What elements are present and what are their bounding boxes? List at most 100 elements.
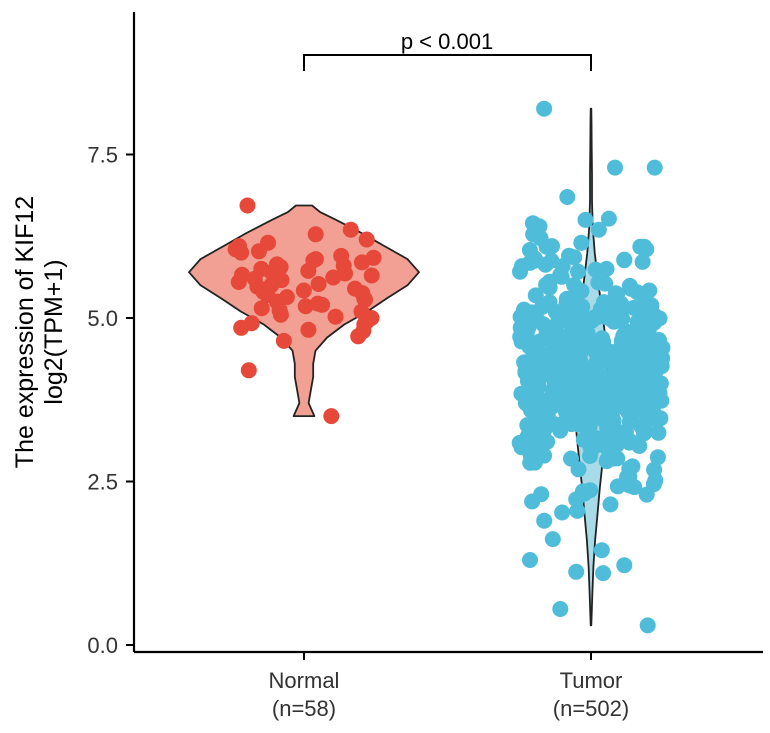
data-point-normal (297, 298, 314, 315)
data-point-tumor (629, 324, 646, 341)
data-point-tumor (548, 416, 565, 433)
data-point-tumor (577, 211, 594, 228)
data-point-tumor (616, 252, 633, 269)
data-point-tumor (527, 287, 544, 304)
data-point-tumor (532, 333, 548, 350)
y-ticks: 0.0 2.5 5.0 7.5 (87, 143, 134, 658)
data-point-tumor (608, 436, 625, 453)
data-point-tumor (538, 276, 555, 293)
data-point-tumor (609, 478, 626, 495)
data-point-tumor (598, 453, 615, 470)
data-point-normal (310, 276, 327, 292)
data-point-normal (342, 221, 359, 238)
data-point-normal (271, 302, 288, 319)
data-point-tumor (625, 299, 642, 316)
data-point-tumor (563, 450, 579, 467)
data-point-normal (307, 226, 324, 243)
data-point-tumor (544, 531, 561, 548)
data-point-tumor (558, 404, 575, 421)
data-point-tumor (536, 100, 553, 117)
data-point-tumor (538, 238, 555, 255)
data-point-tumor (513, 333, 530, 350)
data-point-tumor (616, 357, 633, 374)
data-point-tumor (553, 268, 570, 285)
data-point-tumor (646, 364, 663, 381)
data-point-tumor (631, 438, 648, 454)
data-point-tumor (651, 385, 668, 402)
data-point-tumor (611, 295, 628, 312)
data-point-tumor (582, 482, 599, 499)
data-point-normal (234, 266, 250, 283)
data-point-tumor (569, 305, 586, 322)
y-tick-label: 2.5 (87, 470, 118, 495)
y-tick-label: 5.0 (87, 306, 118, 331)
y-tick-label: 0.0 (87, 633, 118, 658)
data-point-tumor (590, 350, 606, 367)
data-point-tumor (598, 260, 615, 277)
data-point-tumor (592, 300, 609, 317)
data-point-tumor (595, 565, 612, 582)
data-point-normal (350, 328, 367, 345)
data-point-tumor (620, 404, 637, 421)
data-point-tumor (649, 449, 666, 466)
data-point-tumor (637, 296, 654, 313)
data-point-tumor (637, 416, 653, 433)
data-point-tumor (607, 159, 623, 176)
data-point-tumor (561, 247, 577, 264)
data-point-normal (327, 308, 344, 325)
data-point-tumor (616, 557, 633, 574)
data-point-tumor (621, 460, 638, 477)
data-point-normal (269, 256, 285, 273)
data-point-tumor (598, 369, 615, 386)
data-point-normal (250, 243, 267, 260)
y-tick-label: 7.5 (87, 143, 118, 168)
data-point-tumor (633, 368, 650, 384)
data-point-tumor (578, 363, 595, 380)
data-point-normal (309, 295, 326, 312)
data-point-tumor (582, 437, 599, 454)
x-tick-label-normal-n: (n=58) (272, 696, 336, 721)
data-point-normal (300, 321, 317, 338)
data-point-tumor (527, 250, 543, 267)
data-point-tumor (629, 284, 646, 301)
data-point-normal (253, 300, 270, 317)
plot-area (188, 100, 671, 634)
data-point-normal (358, 231, 375, 248)
data-point-tumor (600, 210, 617, 227)
data-point-tumor (548, 372, 565, 389)
data-point-tumor (641, 282, 658, 299)
data-point-normal (365, 249, 382, 266)
data-point-tumor (522, 454, 539, 471)
data-point-tumor (568, 563, 585, 580)
data-point-normal (363, 267, 380, 284)
data-point-normal (239, 197, 256, 214)
data-point-tumor (590, 221, 607, 238)
data-point-tumor (639, 617, 656, 634)
data-point-tumor (564, 321, 580, 338)
significance-label: p < 0.001 (401, 29, 493, 54)
data-point-tumor (613, 383, 630, 400)
data-point-tumor (570, 263, 586, 280)
data-point-tumor (521, 309, 538, 326)
data-point-tumor (569, 502, 586, 519)
data-point-tumor (608, 423, 625, 440)
data-point-tumor (569, 381, 586, 398)
data-point-tumor (531, 355, 548, 372)
data-point-tumor (593, 542, 610, 559)
y-axis-title-line2: log2(TPM+1) (40, 259, 68, 404)
data-point-normal (233, 244, 250, 261)
data-point-normal (323, 408, 340, 425)
data-point-tumor (646, 159, 663, 176)
data-point-tumor (519, 417, 536, 434)
data-point-tumor (547, 303, 564, 320)
data-point-tumor (568, 491, 585, 508)
data-point-tumor (592, 409, 609, 426)
data-point-tumor (647, 472, 664, 489)
data-point-tumor (522, 552, 538, 568)
data-point-tumor (613, 332, 630, 349)
data-point-normal (305, 252, 322, 269)
data-point-tumor (594, 330, 611, 347)
data-point-normal (275, 332, 292, 349)
data-point-normal (240, 362, 257, 379)
significance-bracket (303, 54, 592, 71)
